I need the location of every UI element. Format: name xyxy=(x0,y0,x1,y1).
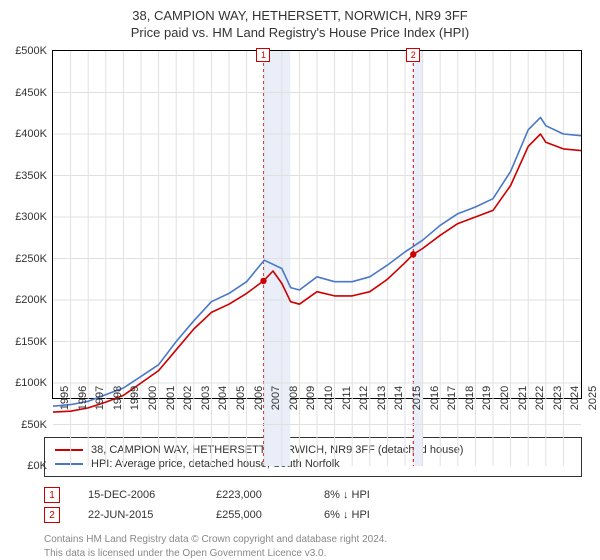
sale-date: 22-JUN-2015 xyxy=(88,509,188,521)
title-address: 38, CAMPION WAY, HETHERSETT, NORWICH, NR… xyxy=(10,8,590,23)
sale-diff: 8% ↓ HPI xyxy=(324,489,404,501)
chart-header: 38, CAMPION WAY, HETHERSETT, NORWICH, NR… xyxy=(0,0,600,44)
y-axis-label: £250K xyxy=(15,253,53,265)
x-axis-label: 2003 xyxy=(194,386,212,410)
x-axis-label: 2006 xyxy=(247,386,265,410)
y-axis-label: £50K xyxy=(21,419,53,431)
x-axis-label: 2007 xyxy=(264,386,282,410)
y-axis-label: £400K xyxy=(15,128,53,140)
title-subtitle: Price paid vs. HM Land Registry's House … xyxy=(10,25,590,40)
x-axis-label: 2016 xyxy=(423,386,441,410)
sales-list: 1 15-DEC-2006 £223,000 8% ↓ HPI 2 22-JUN-2015… xyxy=(44,485,582,525)
x-axis-label: 1999 xyxy=(123,386,141,410)
sale-marker-icon: 2 xyxy=(44,507,60,523)
x-axis-label: 2012 xyxy=(352,386,370,410)
y-axis-label: £150K xyxy=(15,336,53,348)
sale-price: £223,000 xyxy=(216,489,296,501)
sale-row: 2 22-JUN-2015 £255,000 6% ↓ HPI xyxy=(44,505,582,525)
x-axis-label: 2000 xyxy=(141,386,159,410)
sale-diff: 6% ↓ HPI xyxy=(324,509,404,521)
y-axis-label: £500K xyxy=(15,45,53,57)
x-axis-label: 1996 xyxy=(71,386,89,410)
x-axis-label: 2009 xyxy=(299,386,317,410)
x-axis-label: 2025 xyxy=(581,386,599,410)
x-axis-label: 2004 xyxy=(211,386,229,410)
x-axis-label: 2024 xyxy=(563,386,581,410)
band-marker: 1 xyxy=(256,48,270,62)
x-axis-label: 1998 xyxy=(106,386,124,410)
sale-row: 1 15-DEC-2006 £223,000 8% ↓ HPI xyxy=(44,485,582,505)
y-axis-label: £350K xyxy=(15,170,53,182)
y-axis-label: £200K xyxy=(15,294,53,306)
y-axis-label: £450K xyxy=(15,87,53,99)
y-axis-label: £300K xyxy=(15,211,53,223)
x-axis-label: 2018 xyxy=(458,386,476,410)
x-axis-label: 1997 xyxy=(88,386,106,410)
y-axis-label: £100K xyxy=(15,377,53,389)
sale-marker-icon: 1 xyxy=(44,487,60,503)
chart-plot-box: 12£0K£50K£100K£150K£200K£250K£300K£350K£… xyxy=(52,50,582,399)
x-axis-label: 2011 xyxy=(335,386,353,410)
footer-attribution: Contains HM Land Registry data © Crown c… xyxy=(44,533,582,560)
x-axis-label: 2002 xyxy=(176,386,194,410)
x-axis-label: 2014 xyxy=(387,386,405,410)
sale-date: 15-DEC-2006 xyxy=(88,489,188,501)
band-marker: 2 xyxy=(406,48,420,62)
footer-line: Contains HM Land Registry data © Crown c… xyxy=(44,533,582,547)
y-axis-label: £0K xyxy=(27,460,53,472)
x-axis-label: 2008 xyxy=(282,386,300,410)
x-axis-label: 2001 xyxy=(159,386,177,410)
x-axis-label: 2023 xyxy=(546,386,564,410)
x-axis-label: 2015 xyxy=(405,386,423,410)
x-axis-label: 2017 xyxy=(440,386,458,410)
x-axis-label: 2013 xyxy=(370,386,388,410)
sale-price: £255,000 xyxy=(216,509,296,521)
x-axis-label: 2019 xyxy=(475,386,493,410)
chart-area: 12£0K£50K£100K£150K£200K£250K£300K£350K£… xyxy=(0,44,600,399)
x-axis-label: 2020 xyxy=(493,386,511,410)
x-axis-label: 2010 xyxy=(317,386,335,410)
x-axis-label: 2021 xyxy=(511,386,529,410)
x-axis-label: 1995 xyxy=(53,386,71,410)
footer-line: This data is licensed under the Open Gov… xyxy=(44,547,582,560)
x-axis-label: 2022 xyxy=(528,386,546,410)
x-axis-label: 2005 xyxy=(229,386,247,410)
